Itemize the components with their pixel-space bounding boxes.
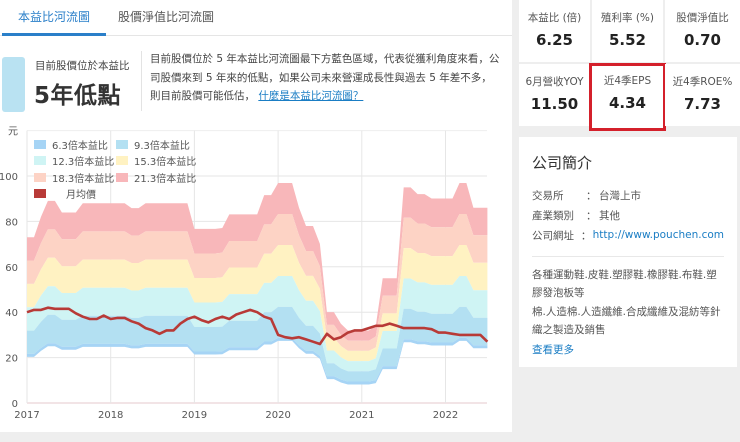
stat-card: 股價淨值比 0.70 bbox=[665, 0, 740, 62]
monthly-price-line bbox=[26, 306, 489, 346]
svg-text:2018: 2018 bbox=[98, 410, 123, 421]
svg-text:元: 元 bbox=[8, 127, 18, 138]
legend-swatch bbox=[34, 189, 46, 199]
colon: ： bbox=[580, 229, 592, 242]
legend-label: 18.3倍本益比 bbox=[52, 173, 115, 185]
view-more-link[interactable]: 查看更多 bbox=[532, 344, 574, 357]
divider bbox=[532, 256, 724, 257]
tab-bar: 本益比河流圖 股價淨值比河流圖 bbox=[0, 0, 512, 36]
company-profile-title: 公司簡介 bbox=[532, 154, 593, 172]
legend-label: 12.3倍本益比 bbox=[52, 157, 115, 169]
stat-value: 11.50 bbox=[530, 95, 579, 113]
legend-row: 18.3倍本益比 21.3倍本益比 bbox=[34, 169, 198, 186]
legend-label: 15.3倍本益比 bbox=[134, 157, 197, 169]
legend-item[interactable]: 9.3倍本益比 bbox=[116, 137, 198, 152]
legend-label: 9.3倍本益比 bbox=[134, 140, 190, 152]
legend-item[interactable]: 15.3倍本益比 bbox=[116, 153, 198, 168]
legend-item[interactable]: 6.3倍本益比 bbox=[34, 137, 116, 152]
legend-swatch bbox=[116, 139, 128, 149]
stat-value: 6.25 bbox=[535, 31, 573, 49]
pe-river-chart: 0 20 40 60 80 100 元 2017 2018 2019 2020 2021 2022 6.… bbox=[0, 120, 512, 432]
stat-label: 近4季ROE% bbox=[672, 76, 733, 88]
legend-swatch bbox=[34, 156, 46, 166]
stat-label: 殖利率 (%) bbox=[600, 12, 654, 24]
description-text: 目前股價位於 5 年本益比河流圖最下方藍色區域，代表從獲利角度來看，公司股價來到… bbox=[150, 53, 500, 102]
band-15.3 bbox=[27, 245, 488, 362]
svg-text:20: 20 bbox=[5, 354, 18, 365]
legend-item[interactable]: 月均價 bbox=[34, 186, 116, 201]
stat-value: 4.34 bbox=[608, 94, 646, 112]
legend-item[interactable]: 21.3倍本益比 bbox=[116, 170, 198, 185]
valuation-summary: 目前股價位於本益比 5年低點 目前股價位於 5 年本益比河流圖最下方藍色區域，代… bbox=[0, 46, 512, 116]
colon: ： bbox=[586, 189, 597, 202]
svg-text:80: 80 bbox=[5, 217, 18, 228]
tab-pe-river[interactable]: 本益比河流圖 bbox=[2, 0, 106, 36]
company-website-link[interactable]: http://www.pouchen.com bbox=[592, 229, 724, 241]
summary-description: 目前股價位於 5 年本益比河流圖最下方藍色區域，代表從獲利角度來看，公司股價來到… bbox=[150, 50, 502, 106]
svg-text:40: 40 bbox=[5, 308, 18, 319]
business-line: 棉.人造棉.人造纖維.合成纖維及混紡等針 bbox=[532, 305, 721, 318]
info-value: 其他 bbox=[599, 209, 620, 222]
stat-value: 7.73 bbox=[683, 95, 721, 113]
colon: ： bbox=[586, 209, 597, 222]
legend-label: 21.3倍本益比 bbox=[134, 173, 197, 185]
info-key: 交易所 bbox=[532, 189, 564, 202]
band-21.3 bbox=[27, 183, 488, 341]
svg-text:0: 0 bbox=[12, 399, 18, 410]
stat-value: 5.52 bbox=[608, 31, 646, 49]
legend-label: 6.3倍本益比 bbox=[52, 140, 108, 152]
chart-canvas: 0 20 40 60 80 100 元 2017 2018 2019 2020 2021 2022 bbox=[0, 127, 489, 421]
svg-text:60: 60 bbox=[5, 263, 18, 274]
legend-item[interactable]: 18.3倍本益比 bbox=[34, 170, 116, 185]
divider bbox=[141, 51, 142, 111]
band-18.3 bbox=[27, 214, 488, 351]
info-key: 產業類別 bbox=[532, 209, 574, 222]
company-profile-card: 公司簡介 交易所 ： 台灣上市 產業類別 ： 其他 公司網址 ： http://… bbox=[519, 137, 737, 367]
business-description: 各種運動鞋.皮鞋.塑膠鞋.橡膠鞋.布鞋.塑 膠發泡板等棉.人造棉.人造纖維.合成纖… bbox=[532, 266, 724, 339]
legend-item[interactable]: 12.3倍本益比 bbox=[34, 153, 116, 168]
summary-headline: 5年低點 bbox=[34, 83, 122, 109]
legend-row: 12.3倍本益比 15.3倍本益比 bbox=[34, 153, 198, 170]
info-row-exchange: 交易所 ： 台灣上市 bbox=[532, 185, 724, 205]
svg-text:2022: 2022 bbox=[433, 410, 458, 421]
summary-caption: 目前股價位於本益比 bbox=[35, 60, 130, 72]
svg-text:2019: 2019 bbox=[182, 410, 207, 421]
stat-card: 本益比 (倍) 6.25 bbox=[519, 0, 590, 62]
stat-label: 6月營收YOY bbox=[525, 76, 584, 88]
stat-label: 本益比 (倍) bbox=[527, 12, 582, 24]
svg-text:2017: 2017 bbox=[14, 410, 39, 421]
stat-card: 近4季ROE% 7.73 bbox=[665, 64, 740, 126]
legend-swatch bbox=[116, 156, 128, 166]
tab-pb-river[interactable]: 股價淨值比河流圖 bbox=[117, 10, 214, 24]
what-is-pe-river-link[interactable]: 什麼是本益比河流圖？ bbox=[258, 90, 364, 102]
stat-card: 近4季EPS 4.34 bbox=[589, 63, 666, 131]
chart-legend: 6.3倍本益比 9.3倍本益比 12.3倍本益比 15.3倍本益比 18.3倍本益比 21… bbox=[34, 136, 198, 202]
legend-swatch bbox=[34, 139, 46, 149]
stat-label: 股價淨值比 bbox=[676, 12, 729, 24]
info-value: 台灣上市 bbox=[599, 189, 641, 202]
stat-card: 殖利率 (%) 5.52 bbox=[592, 0, 663, 62]
svg-text:2020: 2020 bbox=[265, 410, 290, 421]
info-row-website: 公司網址 ： http://www.pouchen.com bbox=[532, 225, 724, 245]
legend-swatch bbox=[34, 172, 46, 182]
zone-color-indicator bbox=[2, 57, 25, 112]
svg-text:100: 100 bbox=[0, 172, 18, 183]
info-row-industry: 產業類別 ： 其他 bbox=[532, 205, 724, 225]
legend-swatch bbox=[116, 172, 128, 182]
legend-label: 月均價 bbox=[66, 190, 96, 202]
legend-row: 6.3倍本益比 9.3倍本益比 bbox=[34, 136, 198, 153]
info-key: 公司網址 bbox=[532, 229, 574, 242]
business-line: 織之製造及銷售 bbox=[532, 323, 606, 336]
stat-card: 6月營收YOY 11.50 bbox=[519, 64, 590, 126]
stat-label: 近4季EPS bbox=[603, 75, 652, 87]
business-line: 膠發泡板等 bbox=[532, 287, 585, 300]
info-value-wrap: http://www.pouchen.com bbox=[593, 229, 724, 241]
business-line: 各種運動鞋.皮鞋.塑膠鞋.橡膠鞋.布鞋.塑 bbox=[532, 269, 717, 281]
band-12.3 bbox=[27, 276, 488, 372]
stat-value: 0.70 bbox=[683, 31, 721, 49]
svg-text:2021: 2021 bbox=[349, 410, 374, 421]
legend-row: 月均價 bbox=[34, 186, 198, 203]
pe-river-panel: 本益比河流圖 股價淨值比河流圖 目前股價位於本益比 5年低點 目前股價位於 5 … bbox=[0, 0, 512, 432]
